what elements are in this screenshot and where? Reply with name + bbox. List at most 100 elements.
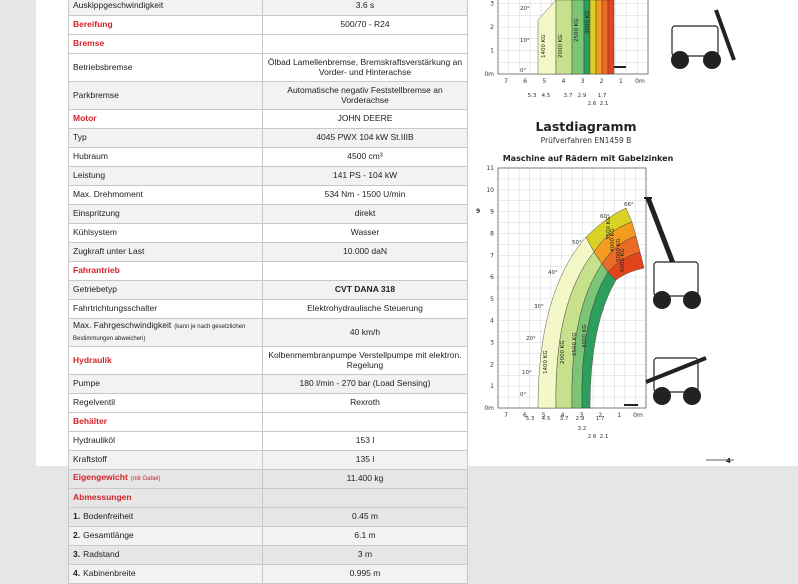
spec-label-text: Bereifung bbox=[73, 19, 113, 30]
machine-wheel bbox=[683, 291, 701, 309]
radius-label: 1.7 bbox=[598, 93, 607, 99]
radius-label: 2.9 bbox=[578, 93, 587, 99]
spec-label: Leistung bbox=[68, 166, 263, 186]
y-tick-label: 4 bbox=[490, 318, 494, 325]
spec-value-text: 4045 PWX 104 kW St.IIIB bbox=[316, 132, 414, 143]
load-zone bbox=[583, 0, 591, 75]
spec-value-text: 141 PS - 104 kW bbox=[332, 170, 398, 181]
page-mark: 4 bbox=[726, 457, 731, 465]
spec-table: Auskippgeschwindigkeit 3.6 s Bereifung 500/… bbox=[68, 0, 468, 584]
spec-label-text: Gesamtlänge bbox=[83, 530, 134, 541]
spec-label: 4. Kabinenbreite bbox=[68, 564, 263, 584]
x-tick-label: 4 bbox=[562, 78, 566, 85]
spec-label: Auskippgeschwindigkeit bbox=[68, 0, 263, 16]
spec-value: 153 l bbox=[262, 431, 468, 451]
y-tick-label: 2 bbox=[490, 361, 494, 368]
spec-value: 500/70 - R24 bbox=[262, 15, 468, 35]
spec-label: 3. Radstand bbox=[68, 545, 263, 565]
angle-label: 66° bbox=[624, 202, 634, 208]
y-tick-label: 9 bbox=[490, 209, 494, 216]
spec-number: 3. bbox=[73, 549, 81, 560]
spec-value-text: 10.000 daN bbox=[343, 246, 387, 257]
spec-row: 3. Radstand 3 m bbox=[68, 545, 468, 565]
zone-label: 2000 KG bbox=[560, 340, 566, 364]
spec-row: 2. Gesamtlänge 6.1 m bbox=[68, 526, 468, 546]
spec-value-text: 500/70 - R24 bbox=[340, 19, 390, 30]
zone-label: 3000 KG bbox=[585, 10, 591, 34]
spec-label-text: Max. Fahrgeschwindigkeit bbox=[73, 320, 172, 330]
spec-row: 4. Kabinenbreite 0.995 m bbox=[68, 564, 468, 584]
spec-value: 6.1 m bbox=[262, 526, 468, 546]
spec-value-text: direkt bbox=[354, 208, 376, 219]
angle-label: 20° bbox=[520, 6, 530, 12]
chart-title: Lastdiagramm bbox=[535, 119, 636, 134]
spec-label: Motor bbox=[68, 109, 263, 129]
load-zone bbox=[571, 0, 585, 75]
zone-label: 5000 KG bbox=[616, 238, 622, 262]
x-tick-label: 3 bbox=[581, 78, 585, 85]
spec-label-text: Bodenfreiheit bbox=[83, 511, 134, 522]
spec-row: Max. Drehmoment 534 Nm - 1500 U/min bbox=[68, 185, 468, 205]
spec-value-text: 6.1 m bbox=[354, 530, 376, 541]
radius-label: 2.9 bbox=[576, 416, 585, 422]
spec-section-row: Motor JOHN DEERE bbox=[68, 109, 468, 129]
spec-value: Elektrohydraulische Steuerung bbox=[262, 299, 468, 319]
spec-value: 135 l bbox=[262, 450, 468, 470]
spec-row: Zugkraft unter Last 10.000 daN bbox=[68, 242, 468, 262]
machine-body bbox=[653, 261, 699, 297]
spec-value-text: Automatische negativ Feststellbremse an … bbox=[287, 85, 443, 105]
spec-value: Kolbenmembranpumpe Verstellpumpe mit ele… bbox=[262, 346, 468, 375]
spec-value bbox=[262, 261, 468, 281]
spec-label-text: Hubraum bbox=[73, 151, 108, 162]
spec-row: Auskippgeschwindigkeit 3.6 s bbox=[68, 0, 468, 16]
zone-label: 1400 KG bbox=[543, 350, 549, 374]
y-tick-label: 5 bbox=[490, 296, 494, 303]
spec-label: Parkbremse bbox=[68, 81, 263, 110]
x-tick-label: 1 bbox=[617, 412, 621, 419]
radius-label: 3.2 bbox=[578, 426, 587, 432]
zone-label: 2500 KG bbox=[574, 18, 580, 42]
spec-value bbox=[262, 488, 468, 508]
radius-label: 2.6 bbox=[588, 101, 597, 107]
spec-label-text: Abmessungen bbox=[73, 492, 132, 503]
spec-label-text: Hydrauliköl bbox=[73, 435, 116, 446]
x-tick-label: 5 bbox=[542, 78, 546, 85]
radius-label: 2.1 bbox=[600, 101, 609, 107]
spec-value-text: 4500 cm³ bbox=[347, 151, 383, 162]
angle-label: 60° bbox=[600, 214, 610, 220]
y-tick-label: 0m bbox=[484, 71, 494, 78]
spec-value: direkt bbox=[262, 204, 468, 224]
spec-label: Max. Fahrgeschwindigkeit (kann je nach ge… bbox=[68, 318, 263, 347]
angle-label: 10° bbox=[522, 370, 532, 376]
radius-label: 5.3 bbox=[526, 416, 535, 422]
spec-row: Leistung 141 PS - 104 kW bbox=[68, 166, 468, 186]
spec-section-row: Bremse bbox=[68, 34, 468, 54]
x-tick-label: 7 bbox=[504, 78, 508, 85]
spec-row: Einspritzung direkt bbox=[68, 204, 468, 224]
spec-label: Behälter bbox=[68, 412, 263, 432]
spec-value-text: 3.6 s bbox=[355, 0, 375, 11]
spec-label-text: Radstand bbox=[83, 549, 120, 560]
spec-value-text: 0.45 m bbox=[352, 511, 378, 522]
spec-note: (kann je nach gesetzlichen Bestimmungen … bbox=[73, 324, 246, 342]
spec-row: Fahrtrichtungsschalter Elektrohydraulisch… bbox=[68, 299, 468, 319]
spec-label-text: Fahrantrieb bbox=[73, 265, 120, 276]
spec-value: 0.995 m bbox=[262, 564, 468, 584]
spec-section-row: Hydraulik Kolbenmembranpumpe Verstellpump… bbox=[68, 346, 468, 375]
y-tick-label: 6 bbox=[490, 274, 494, 281]
spec-label: Hubraum bbox=[68, 147, 263, 167]
spec-label-text: Regelventil bbox=[73, 397, 116, 408]
spec-label-text: Typ bbox=[73, 132, 87, 143]
spec-section-row: Bereifung 500/70 - R24 bbox=[68, 15, 468, 35]
x-tick-label: 2 bbox=[598, 412, 602, 419]
machine-boom bbox=[714, 9, 736, 61]
machine-boom bbox=[645, 356, 707, 384]
spec-label: Betriebsbremse bbox=[68, 53, 263, 82]
zone-label: 6000 KG bbox=[620, 248, 626, 272]
load-zone bbox=[601, 0, 609, 75]
spec-number: 1. bbox=[73, 511, 81, 522]
spec-row: Pumpe 180 l/min - 270 bar (Load Sensing) bbox=[68, 374, 468, 394]
spec-value: 40 km/h bbox=[262, 318, 468, 347]
radius-label: 1.7 bbox=[596, 416, 605, 422]
load-chart-bottom: Lastdiagramm Prüfverfahren EN1459 B Masc… bbox=[476, 119, 734, 465]
